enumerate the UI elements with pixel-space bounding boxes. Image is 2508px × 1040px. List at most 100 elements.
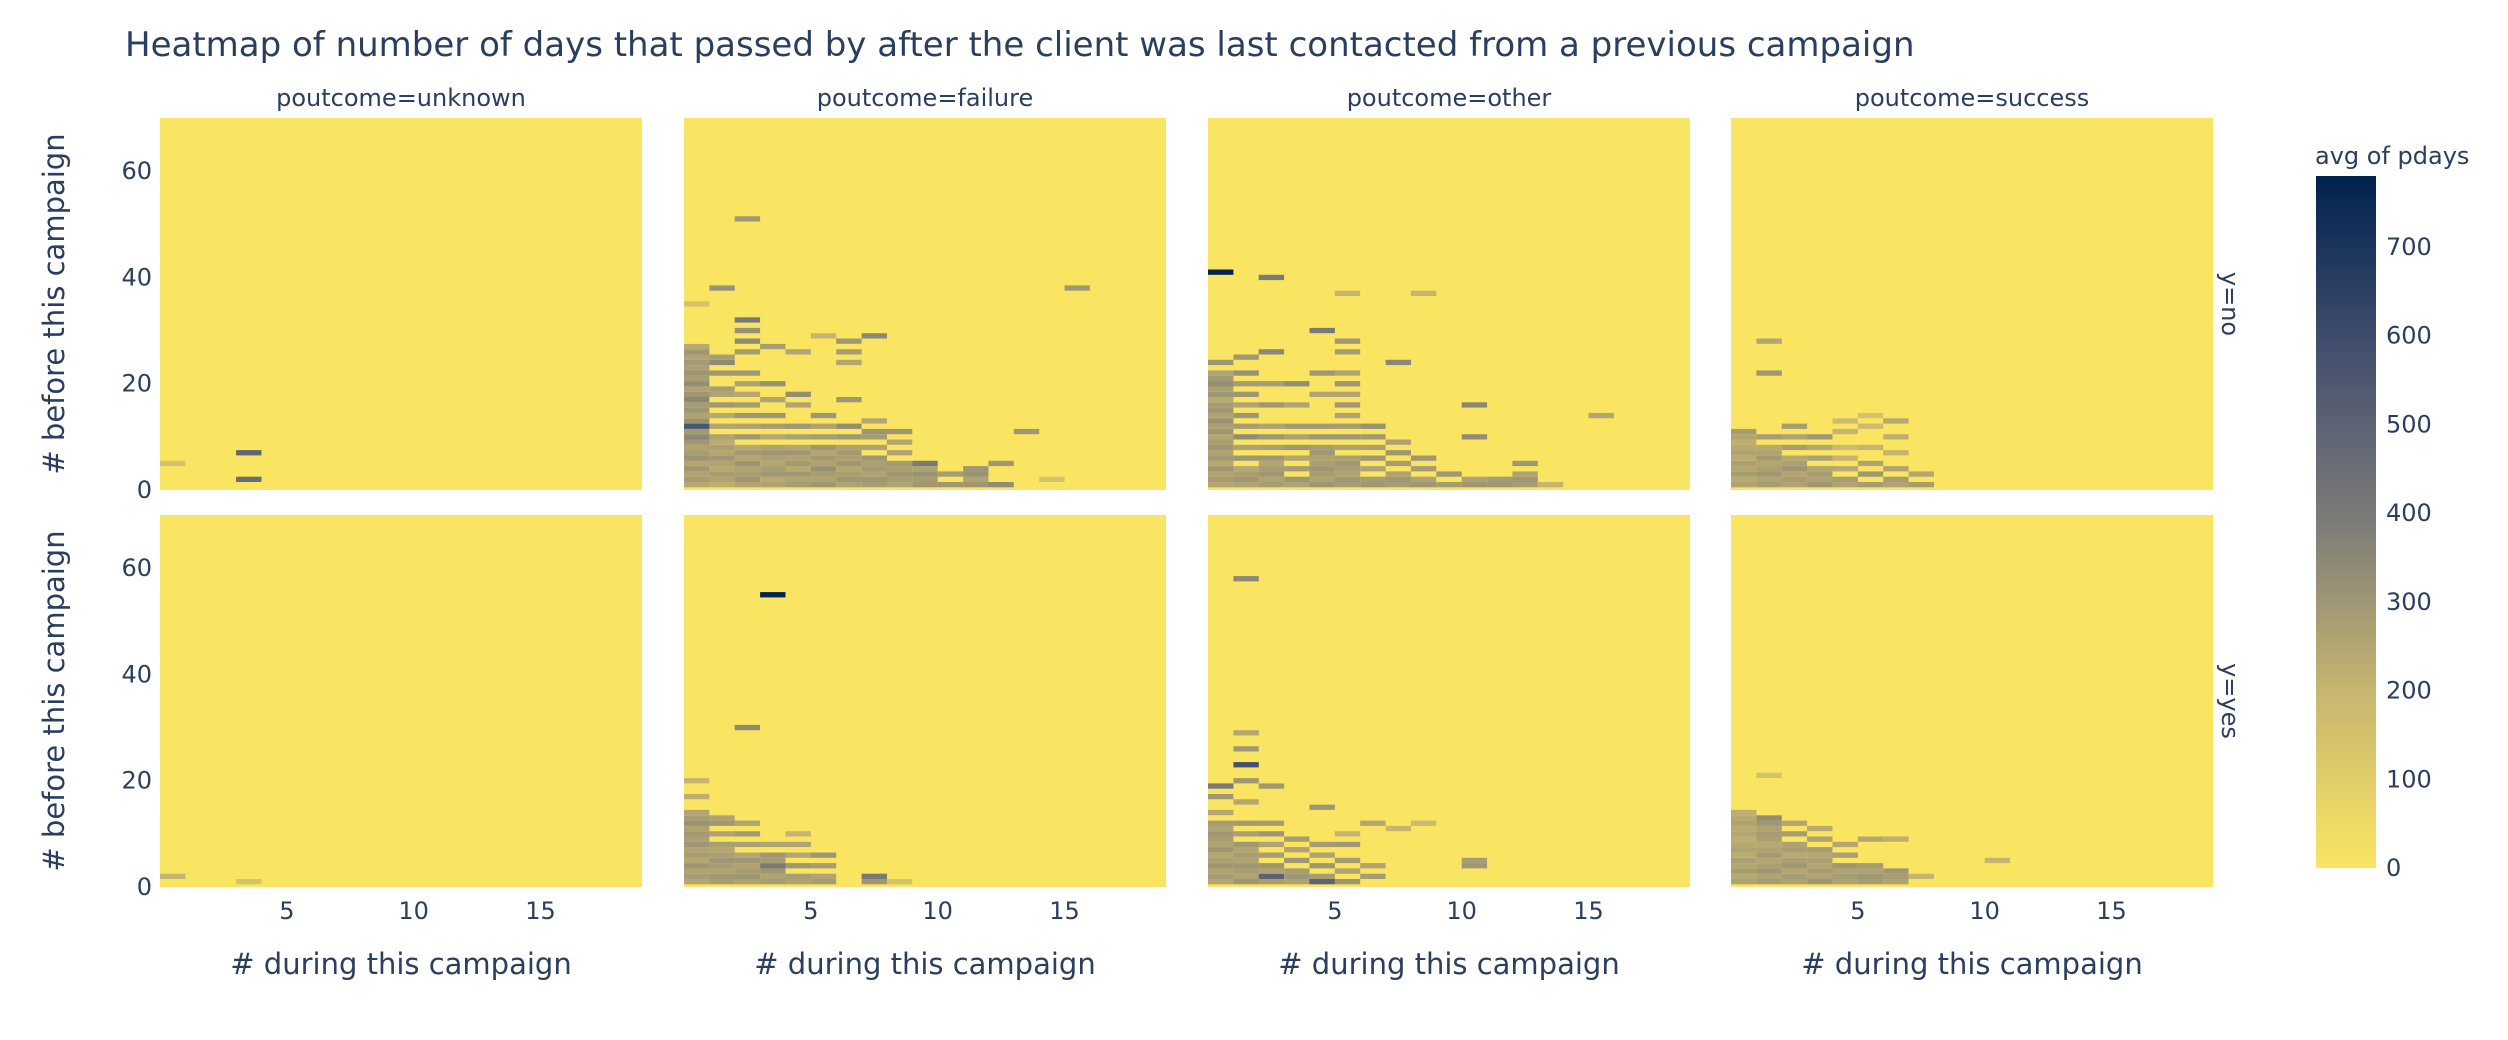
heatmap-cell — [912, 482, 938, 488]
heatmap-cell — [1233, 466, 1259, 472]
heatmap-cell — [1883, 873, 1909, 879]
heatmap-cell — [861, 476, 887, 482]
heatmap-cell — [1258, 841, 1285, 848]
heatmap-cell — [1233, 799, 1259, 805]
heatmap-cell — [963, 482, 989, 488]
heatmap-cell — [1857, 471, 1884, 477]
heatmap-cell — [684, 423, 710, 429]
heatmap-cell — [785, 852, 811, 858]
heatmap-cell — [1334, 412, 1361, 419]
heatmap-cell — [1781, 857, 1808, 864]
heatmap-cell — [1360, 423, 1386, 429]
column-facet-label: poutcome=success — [1855, 84, 2090, 112]
heatmap-cell — [734, 327, 761, 334]
heatmap-cell — [810, 852, 837, 858]
heatmap-cell — [861, 460, 887, 467]
heatmap-cell — [1233, 370, 1259, 376]
heatmap-cell — [1756, 460, 1782, 467]
heatmap-cell — [1208, 794, 1234, 800]
heatmap-cell — [684, 836, 710, 842]
heatmap-cell — [1512, 476, 1538, 482]
heatmap-cell — [684, 820, 710, 826]
heatmap-cell — [1360, 444, 1386, 451]
heatmap-cell — [1334, 370, 1361, 376]
heatmap-cell — [1309, 852, 1335, 858]
heatmap-cell — [1385, 460, 1411, 467]
heatmap-cell — [734, 412, 761, 419]
heatmap-cell — [1756, 852, 1782, 858]
heatmap-cell — [760, 455, 786, 461]
heatmap-cell — [1731, 476, 1757, 482]
heatmap-cell — [1360, 820, 1386, 826]
heatmap-cell — [1334, 455, 1361, 461]
heatmap-cell — [1334, 444, 1361, 451]
heatmap-cell — [1233, 831, 1259, 837]
heatmap-cell — [1258, 434, 1285, 440]
heatmap-cell — [1208, 439, 1234, 445]
heatmap-cell — [1410, 466, 1437, 472]
heatmap-cell — [886, 482, 913, 488]
heatmap-cell — [1258, 783, 1285, 789]
heatmap-cell — [684, 349, 710, 355]
heatmap-cell — [912, 466, 938, 472]
heatmap-cell — [1756, 815, 1782, 821]
heatmap-cell — [1208, 482, 1234, 488]
heatmap-cell — [1309, 476, 1335, 482]
heatmap-cell — [709, 439, 735, 445]
heatmap-cell — [1309, 863, 1335, 869]
heatmap-cell — [1410, 820, 1437, 826]
heatmap-cell — [1208, 397, 1234, 403]
heatmap-cell — [1208, 863, 1234, 869]
heatmap-cell — [709, 476, 735, 482]
heatmap-cell — [1208, 836, 1234, 842]
heatmap-cell — [1208, 418, 1234, 424]
column-facet-label: poutcome=unknown — [276, 84, 526, 112]
heatmap-cell — [1857, 879, 1884, 885]
heatmap-cell — [734, 852, 761, 858]
heatmap-cell — [1385, 359, 1411, 366]
heatmap-cell — [1208, 412, 1234, 419]
heatmap-cell — [1233, 402, 1259, 408]
heatmap-cell — [1731, 873, 1757, 879]
heatmap-cell — [1512, 482, 1538, 488]
heatmap-cell — [1284, 381, 1310, 387]
heatmap-cell — [1309, 434, 1335, 440]
heatmap-cell — [1258, 402, 1285, 408]
heatmap-cell — [1208, 879, 1234, 885]
heatmap-cell — [1208, 847, 1234, 853]
heatmap-cell — [785, 879, 811, 885]
heatmap-cell — [1756, 772, 1782, 778]
heatmap-cell — [1334, 460, 1361, 467]
heatmap-cell — [1208, 831, 1234, 837]
heatmap-cell — [1385, 825, 1411, 832]
heatmap-cell — [1360, 455, 1386, 461]
heatmap-cell — [1588, 412, 1614, 419]
heatmap-cell — [1857, 444, 1884, 451]
heatmap-cell — [1756, 444, 1782, 451]
heatmap-cell — [810, 333, 837, 339]
heatmap-cell — [1756, 482, 1782, 488]
heatmap-cell — [1832, 863, 1858, 869]
heatmap-cell — [236, 879, 262, 885]
heatmap-cell — [1309, 370, 1335, 376]
heatmap-cell — [1309, 466, 1335, 472]
heatmap-cell — [1807, 482, 1833, 488]
heatmap-cell — [1334, 434, 1361, 440]
heatmap-cell — [963, 466, 989, 472]
heatmap-cell — [236, 476, 262, 482]
heatmap-cell — [684, 831, 710, 837]
heatmap-cell — [1857, 873, 1884, 879]
heatmap-cell — [1807, 825, 1833, 832]
heatmap-cell — [785, 471, 811, 477]
heatmap-cell — [709, 466, 735, 472]
heatmap-cell — [1208, 386, 1234, 392]
heatmap-cell — [760, 857, 786, 864]
heatmap-cell — [836, 338, 862, 344]
heatmap-cell — [785, 466, 811, 472]
heatmap-cell — [785, 450, 811, 456]
heatmap-cell — [1731, 868, 1757, 874]
heatmap-cell — [1756, 857, 1782, 864]
heatmap-cell — [1309, 391, 1335, 397]
heatmap-cell — [1832, 482, 1858, 488]
heatmap-cell — [1284, 423, 1310, 429]
